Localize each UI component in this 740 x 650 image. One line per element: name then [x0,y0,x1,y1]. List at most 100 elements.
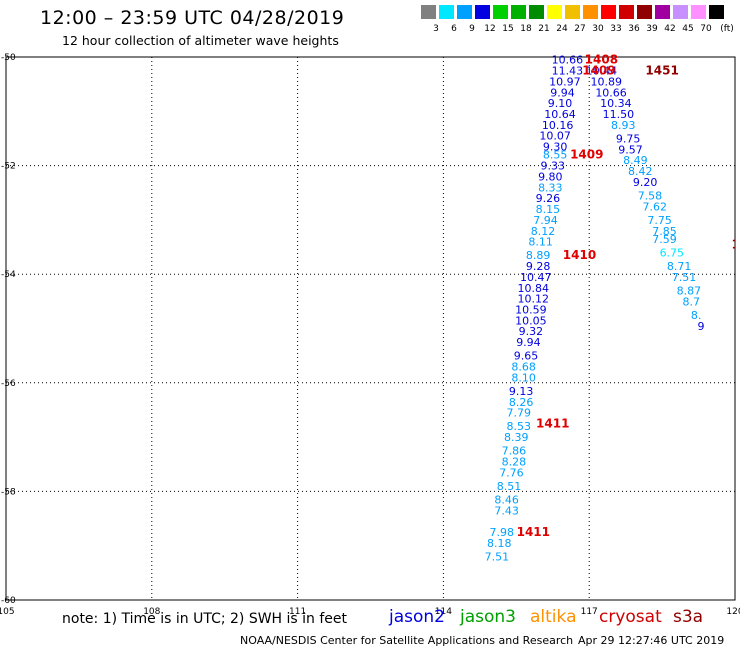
data-label-jason3: 7.58 [638,189,663,202]
legend-swatch [655,5,670,19]
data-label-jason2: 8.11 [528,236,553,249]
data-label-jason2: 10.05 [515,314,547,327]
data-label-jason3: 9 [697,320,704,333]
plot-frame [5,56,736,601]
data-label-jason2: 9.26 [536,192,561,205]
data-label-cryosat: 1411 [536,417,569,431]
legend-swatch [439,5,454,19]
data-label-jason2: 9.94 [516,336,541,349]
legend-label: 18 [520,24,532,34]
data-label-jason2: 7.79 [506,407,531,420]
data-label-jason2: 8.28 [502,456,527,469]
footer-note: note: 1) Time is in UTC; 2) SWH is in fe… [62,611,348,627]
data-label-jason2: 8.26 [509,396,534,409]
chart-subtitle: 12 hour collection of altimeter wave hei… [62,33,339,48]
satellite-label-jason3: jason3 [460,607,516,627]
data-label-jason2: 8.33 [538,181,563,194]
data-label-jason3: 8. [691,309,702,322]
data-label-jason2: 9.32 [519,325,544,338]
legend-swatch [529,5,544,19]
data-label-jason2: 9.10 [548,97,573,110]
legend-swatch [511,5,526,19]
legend-swatch [673,5,688,19]
data-label-jason2: 8.12 [531,225,556,238]
data-label-jason3: 7.85 [652,225,677,238]
data-label-jason2: 7.43 [494,504,519,517]
legend-label: 9 [469,24,475,34]
data-label-jason2: 9.28 [526,260,551,273]
legend-swatch [565,5,580,19]
x-tick-label: 114 [435,607,452,617]
legend-swatch [601,5,616,19]
legend-label: 21 [538,24,550,34]
data-label-jason2: 9.65 [514,350,539,363]
y-tick-label: -52 [1,162,16,172]
data-label-jason2: 10.12 [518,293,550,306]
data-label-jason2: 9.80 [538,170,563,183]
data-label-jason2: 10.64 [544,108,576,121]
data-label-jason3: 10.34 [600,97,632,110]
data-label-jason2: 10.47 [520,271,552,284]
data-label-jason2: 8.53 [506,420,531,433]
legend-label: 42 [664,24,676,34]
data-label-s3a: 14 [732,237,740,251]
data-label-jason3: 8.93 [611,119,636,132]
data-label-jason2: 8.39 [504,431,529,444]
x-tick-label: 111 [289,607,306,617]
data-label-jason3: 8.71 [667,260,692,273]
data-label-cryosat: 1408 [585,53,618,67]
legend-unit: (ft) [720,24,734,34]
data-label-jason2: 9.13 [509,385,534,398]
data-label-jason2: 7.98 [489,526,514,539]
data-label-jason3: 10.44 [586,65,618,78]
data-label-cryosat: 1409 [582,64,615,78]
y-tick-label: -50 [1,53,16,63]
data-label-jason3: 9.20 [633,176,658,189]
chart-title: 12:00 – 23:59 UTC 04/28/2019 [40,7,345,29]
data-label-s3a: 1451 [645,64,678,78]
legend-swatch [475,5,490,19]
data-label-cryosat: 1409 [570,148,603,162]
data-label-jason2: 8.68 [511,361,536,374]
data-label-jason3: 10.66 [595,86,627,99]
data-label-jason2: 10.16 [542,119,574,132]
data-label-jason2: 7.51 [485,551,510,564]
x-tick-label: 117 [581,607,598,617]
y-tick-label: -56 [1,379,16,389]
data-label-jason3: 8.42 [628,165,653,178]
x-tick-label: 105 [0,607,15,617]
legend-label: 15 [502,24,514,34]
timestamp-text: Apr 29 12:27:46 UTC 2019 [578,634,725,647]
y-tick-label: -58 [1,487,16,497]
x-tick-label: 108 [143,607,160,617]
legend-swatch [457,5,472,19]
data-label-jason2: 9.30 [543,141,568,154]
legend-label: 70 [700,24,712,34]
legend-label: 45 [682,24,694,34]
data-label-jason3: 7.75 [647,214,672,227]
legend-label: 33 [610,24,622,34]
data-label-jason2: 8.51 [497,480,522,493]
satellite-label-s3a: s3a [673,607,704,627]
data-label-jason3: 9.57 [618,143,643,156]
data-label-jason3: 7.51 [672,271,697,284]
data-label-jason2: 10.84 [518,282,550,295]
legend-label: 27 [574,24,586,34]
data-label-jason2: 11.43 [552,65,584,78]
legend-swatch [691,5,706,19]
data-label-jason3: 8.87 [677,284,702,297]
satellite-label-cryosat: cryosat [599,607,662,627]
data-label-jason3: 10.89 [590,75,622,88]
data-label-jason2: 9.94 [550,86,575,99]
data-label-cryosat: 1410 [563,248,596,262]
legend-label: 3 [433,24,439,34]
legend-swatch [493,5,508,19]
data-label-jason2: 9.33 [541,160,566,173]
x-tick-label: 120 [726,607,740,617]
satellite-label-altika: altika [530,607,577,627]
legend-label: 36 [628,24,640,34]
data-label-jason2: 7.86 [502,445,527,458]
data-label-cryosat: 1411 [517,525,550,539]
legend-label: 12 [484,24,496,34]
